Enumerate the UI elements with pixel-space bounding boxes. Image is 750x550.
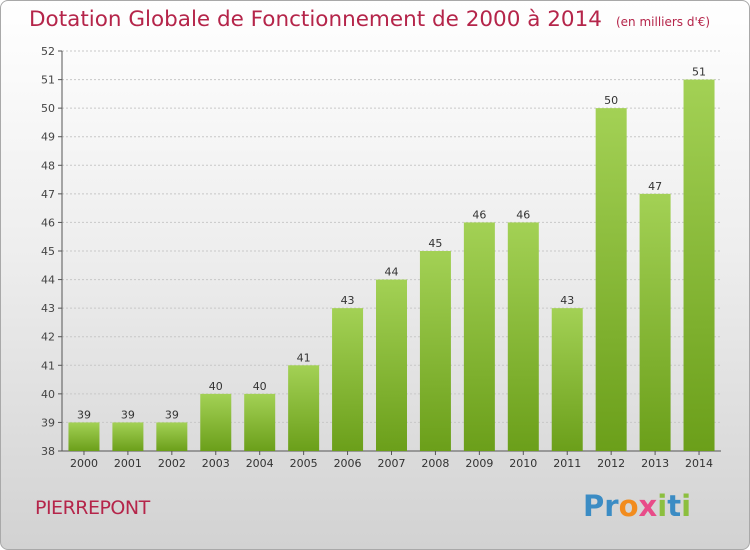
y-tick-label: 40 xyxy=(41,388,55,401)
x-tick-label: 2013 xyxy=(641,457,669,470)
x-tick-label: 2002 xyxy=(158,457,186,470)
bar xyxy=(288,365,320,451)
x-tick-label: 2007 xyxy=(378,457,406,470)
bar xyxy=(376,279,407,451)
bar xyxy=(156,422,188,451)
logo-letter: i xyxy=(657,489,668,523)
y-tick-label: 43 xyxy=(41,302,55,315)
y-tick-label: 46 xyxy=(41,216,55,229)
logo-letter: r xyxy=(604,489,619,523)
bar-value-label: 39 xyxy=(165,408,179,421)
x-tick-label: 2012 xyxy=(597,457,625,470)
bar xyxy=(112,422,144,451)
bar xyxy=(200,393,232,451)
x-tick-label: 2009 xyxy=(465,457,493,470)
logo-letter: i xyxy=(681,489,692,523)
y-tick-label: 38 xyxy=(41,445,55,458)
bar xyxy=(639,193,671,451)
y-tick-label: 45 xyxy=(41,245,55,258)
x-tick-label: 2011 xyxy=(553,457,581,470)
bar xyxy=(683,79,715,452)
y-tick-label: 51 xyxy=(41,74,55,87)
bar-value-label: 39 xyxy=(121,408,135,421)
logo-letter: t xyxy=(667,489,682,523)
x-tick-label: 2005 xyxy=(290,457,318,470)
x-tick-label: 2010 xyxy=(509,457,537,470)
bar-value-label: 46 xyxy=(472,208,486,221)
bar xyxy=(463,222,495,451)
bar-value-label: 47 xyxy=(648,180,662,193)
x-tick-label: 2001 xyxy=(114,457,142,470)
bar-value-label: 40 xyxy=(209,380,223,393)
y-tick-label: 44 xyxy=(41,274,55,287)
x-tick-label: 2014 xyxy=(685,457,713,470)
bar xyxy=(507,222,539,451)
bar xyxy=(244,393,276,451)
x-tick-label: 2006 xyxy=(334,457,362,470)
bar-value-label: 43 xyxy=(341,294,355,307)
logo-letter: x xyxy=(638,489,658,523)
y-tick-label: 42 xyxy=(41,331,55,344)
bar-value-label: 45 xyxy=(428,237,442,250)
bar-value-label: 46 xyxy=(516,208,530,221)
y-tick-label: 50 xyxy=(41,102,55,115)
x-tick-label: 2000 xyxy=(70,457,98,470)
chart-subtitle: (en milliers d'€) xyxy=(615,15,711,29)
logo-letter: o xyxy=(618,489,639,523)
bar xyxy=(419,251,451,451)
x-tick-label: 2008 xyxy=(421,457,449,470)
bar-value-label: 40 xyxy=(253,380,267,393)
x-tick-label: 2003 xyxy=(202,457,230,470)
proxiti-logo[interactable]: Proxiti xyxy=(583,489,691,523)
chart-title: Dotation Globale de Fonctionnement de 20… xyxy=(29,7,710,32)
bar xyxy=(595,108,627,452)
bar-value-label: 50 xyxy=(604,94,618,107)
y-tick-label: 52 xyxy=(41,45,55,58)
bar-value-label: 43 xyxy=(560,294,574,307)
logo-letter: P xyxy=(583,489,605,523)
y-tick-label: 48 xyxy=(41,159,55,172)
commune-name: PIERREPONT xyxy=(35,497,150,519)
bar-value-label: 44 xyxy=(385,266,399,279)
bar xyxy=(551,308,583,451)
title-text: Dotation Globale de Fonctionnement de 20… xyxy=(29,7,602,32)
bar-value-label: 39 xyxy=(77,408,91,421)
y-tick-label: 41 xyxy=(41,359,55,372)
x-tick-label: 2004 xyxy=(246,457,274,470)
bar xyxy=(68,422,100,451)
bar-value-label: 41 xyxy=(297,351,311,364)
y-tick-label: 39 xyxy=(41,416,55,429)
bar xyxy=(332,308,364,451)
y-tick-label: 47 xyxy=(41,188,55,201)
bar-value-label: 51 xyxy=(692,66,706,79)
y-tick-label: 49 xyxy=(41,131,55,144)
